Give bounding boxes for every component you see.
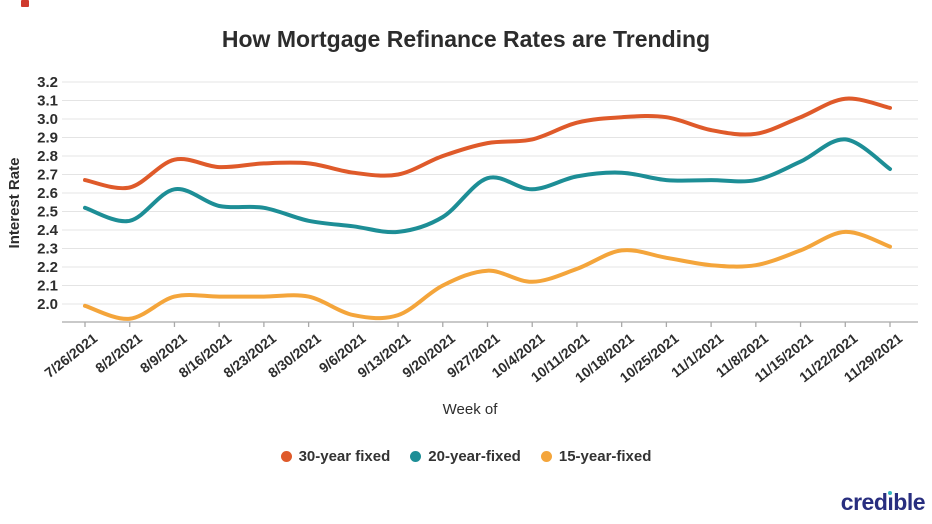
- legend-dot-icon: [280, 451, 292, 462]
- legend-label: 15-year-fixed: [558, 448, 652, 465]
- legend-dot-icon: [540, 451, 552, 462]
- legend-dot-icon: [410, 451, 422, 462]
- y-tick-label: 2.2: [37, 259, 58, 276]
- x-axis-title: Week of: [443, 401, 499, 418]
- y-tick-label: 2.9: [37, 130, 58, 147]
- legend-label: 30-year fixed: [298, 448, 391, 465]
- y-tick-label: 3.0: [37, 111, 58, 128]
- y-tick-label: 2.6: [37, 185, 58, 202]
- y-tick-label: 2.3: [37, 241, 58, 258]
- legend-item-30-year-fixed: 30-year fixed: [280, 448, 391, 465]
- y-tick-label: 2.4: [37, 222, 59, 239]
- y-tick-label: 2.7: [37, 167, 58, 184]
- y-tick-label: 2.5: [37, 204, 58, 221]
- legend-label: 20-year-fixed: [428, 448, 521, 465]
- chart-legend: 30-year fixed 20-year-fixed 15-year-fixed: [0, 448, 932, 465]
- x-tick-label: 8/2/2021: [92, 330, 145, 376]
- corner-artifact: [21, 0, 29, 7]
- legend-item-20-year-fixed: 20-year-fixed: [410, 448, 521, 465]
- brand-text-post: ble: [893, 489, 925, 515]
- x-tick-label: 7/26/2021: [41, 330, 100, 381]
- brand-logo: credıble: [840, 489, 926, 516]
- series-line-30-year-fixed: [83, 96, 892, 191]
- brand-text-pre: cred: [840, 489, 888, 515]
- line-chart: 3.2 3.13.0 2.92.8 2.72.6 2.52.4 2.32.2 2.12.0 7…: [6, 74, 918, 418]
- brand-i-letter: ı: [887, 489, 894, 515]
- legend-item-15-year-fixed: 15-year-fixed: [540, 448, 652, 465]
- y-tick-label: 2.0: [37, 296, 58, 313]
- chart-title: How Mortgage Refinance Rates are Trendin…: [221, 26, 711, 52]
- y-tick-label: 2.1: [37, 278, 58, 295]
- series-line-20-year-fixed: [83, 137, 892, 235]
- y-tick-label: 2.8: [37, 148, 58, 165]
- y-tick-label: 3.1: [37, 93, 58, 110]
- y-axis-title: Interest Rate: [6, 158, 23, 249]
- y-tick-label: 3.2: [37, 74, 58, 91]
- series-line-15-year-fixed: [83, 229, 892, 321]
